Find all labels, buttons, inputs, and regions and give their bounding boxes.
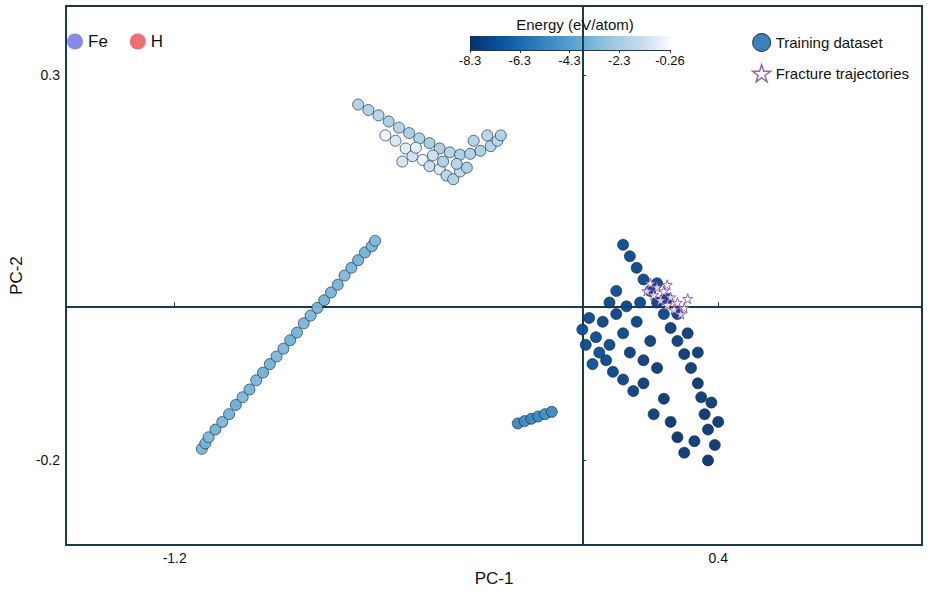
svg-text:Fracture trajectories: Fracture trajectories [776, 65, 909, 82]
svg-text:-6.3: -6.3 [509, 53, 531, 68]
svg-text:0.4: 0.4 [708, 550, 728, 566]
svg-text:Fe: Fe [88, 32, 108, 51]
svg-text:-8.3: -8.3 [459, 53, 481, 68]
svg-text:-1.2: -1.2 [163, 550, 187, 566]
svg-text:Training dataset: Training dataset [776, 34, 884, 51]
svg-text:Energy (eV/atom): Energy (eV/atom) [516, 16, 634, 33]
svg-text:H: H [151, 32, 163, 51]
svg-text:-4.3: -4.3 [558, 53, 580, 68]
svg-text:-0.26: -0.26 [655, 53, 685, 68]
svg-text:PC-1: PC-1 [475, 569, 514, 588]
svg-text:PC-2: PC-2 [7, 256, 26, 295]
svg-text:-2.3: -2.3 [608, 53, 630, 68]
svg-text:-0.2: -0.2 [36, 452, 60, 468]
svg-text:0.3: 0.3 [41, 67, 61, 83]
